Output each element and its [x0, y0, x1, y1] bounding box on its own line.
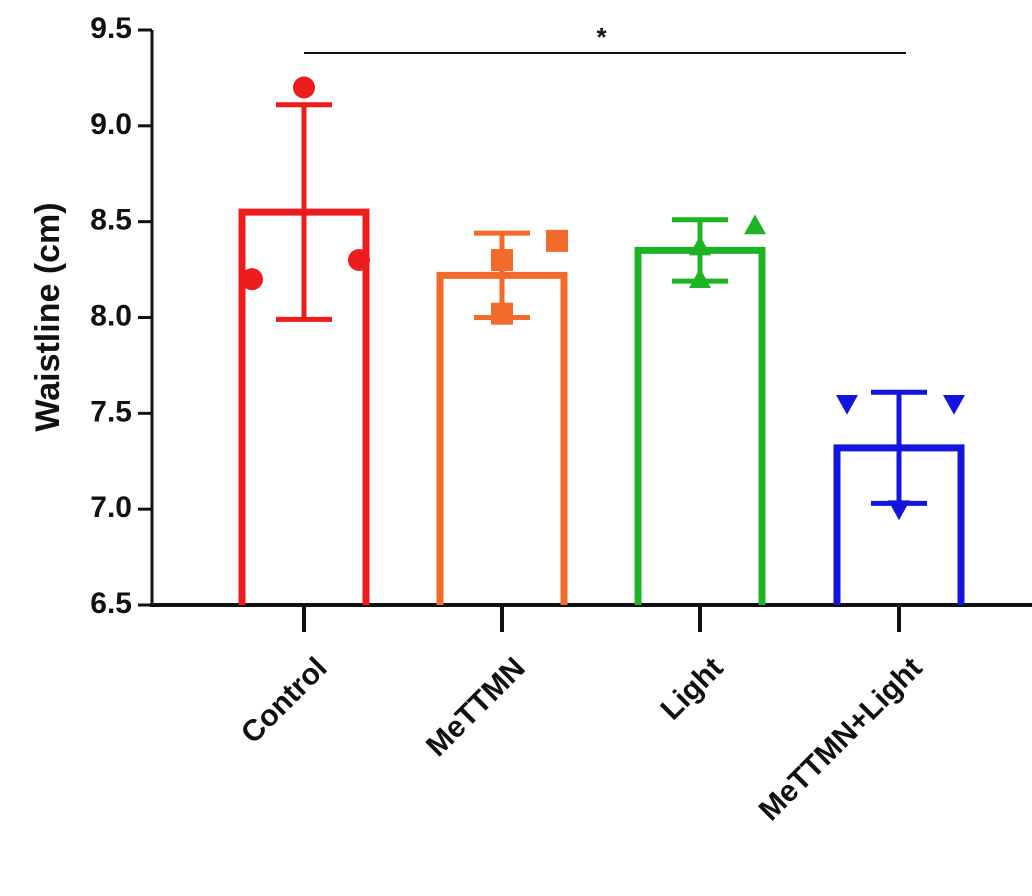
significance-label: *: [596, 22, 607, 52]
y-tick-label: 9.0: [90, 108, 132, 141]
y-tick-label: 7.0: [90, 491, 132, 524]
data-point: [546, 229, 568, 252]
data-point: [491, 302, 513, 325]
x-tick-label: MeTTMN+Light: [753, 651, 929, 827]
data-point: [491, 249, 513, 271]
y-tick-label: 9.5: [90, 12, 132, 45]
y-tick-label: 8.0: [90, 299, 132, 332]
data-point: [241, 268, 263, 291]
y-tick-label: 7.5: [90, 395, 132, 428]
y-tick-label: 6.5: [90, 587, 132, 620]
data-point: [348, 249, 370, 271]
x-tick-label: Control: [235, 651, 334, 750]
data-point: [689, 268, 711, 288]
data-point: [689, 235, 711, 256]
data-point: [293, 76, 315, 99]
data-point: [888, 500, 910, 521]
bar: [634, 246, 766, 605]
data-point: [744, 214, 766, 235]
bar: [436, 271, 568, 605]
y-axis-label: Waistline (cm): [29, 202, 67, 431]
y-tick-label: 8.5: [90, 204, 132, 237]
data-point: [943, 394, 965, 415]
data-point: [836, 394, 858, 415]
x-tick-label: MeTTMN: [420, 651, 532, 763]
x-tick-label: Light: [654, 651, 729, 726]
